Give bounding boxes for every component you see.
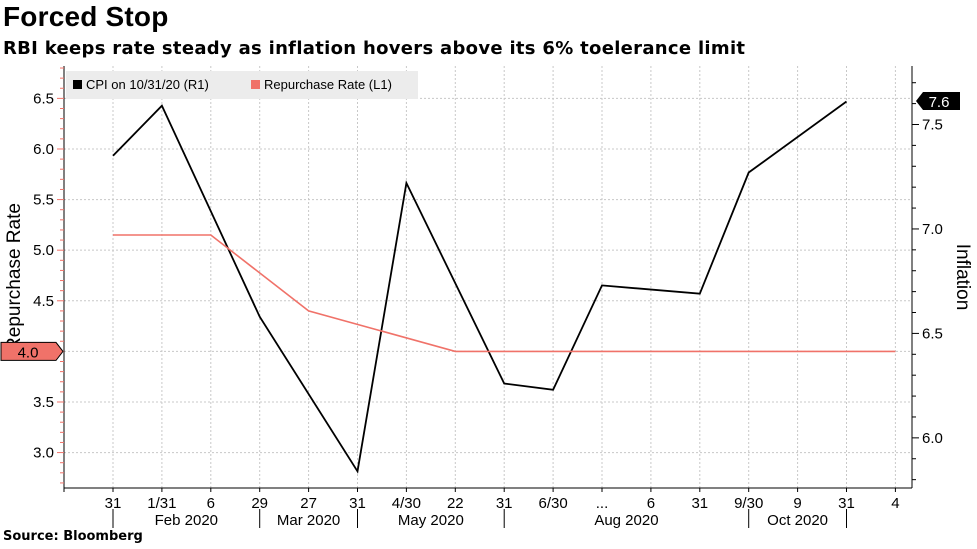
y2-tick-label: 7.0 [922, 221, 943, 238]
legend-background [66, 71, 418, 99]
legend-label-repo: Repurchase Rate (L1) [264, 77, 392, 92]
y-tick-label: 5.5 [33, 192, 54, 209]
cpi-last-value-badge [916, 92, 960, 110]
y-tick-label: 3.5 [33, 394, 54, 411]
y-tick-label: 3.0 [33, 445, 54, 462]
x-tick-label: 22 [447, 495, 464, 512]
x-tick-label: 31 [691, 495, 708, 512]
x-group-label: Aug 2020 [594, 512, 658, 529]
axes [57, 66, 919, 528]
y2-tick-label: 6.0 [922, 430, 943, 447]
x-tick-label: 9 [793, 495, 801, 512]
legend-label-cpi: CPI on 10/31/20 (R1) [86, 77, 209, 92]
tick-labels: 3.0 3.5 4.0 4.5 5.0 5.5 6.0 6.5 6.0 6.5 7.0 7.5 31 1/… [0, 90, 973, 529]
series-lines [112, 100, 896, 474]
x-tick-label: 6 [207, 495, 215, 512]
x-group-label: Feb 2020 [155, 512, 218, 529]
x-tick-label: 1/31 [147, 495, 176, 512]
x-tick-label: 31 [105, 495, 122, 512]
x-tick-label: ... [596, 495, 609, 512]
x-group-label: Mar 2020 [277, 512, 340, 529]
y2-axis-title: Inflation [952, 244, 973, 311]
repo-last-value-badge [0, 341, 64, 361]
x-tick-label: 27 [300, 495, 317, 512]
repo-last-value-label: 4.0 [18, 344, 39, 361]
y2-tick-label: 7.5 [922, 116, 943, 133]
y-tick-label: 4.5 [33, 293, 54, 310]
y-tick-label: 6.0 [33, 141, 54, 158]
grid-lines [64, 66, 912, 488]
cpi-series-line [112, 100, 848, 474]
legend: CPI on 10/31/20 (R1) Repurchase Rate (L1) [66, 71, 418, 99]
legend-swatch-repo [251, 80, 260, 89]
x-tick-label: 29 [251, 495, 268, 512]
x-tick-label: 4/30 [392, 495, 421, 512]
x-tick-label: 9/30 [734, 495, 763, 512]
y-axis-title: Repurchase Rate [4, 203, 25, 351]
y2-tick-label: 6.5 [922, 325, 943, 342]
x-tick-label: 31 [349, 495, 366, 512]
chart-title: Forced Stop [3, 1, 169, 32]
cpi-last-value-label: 7.6 [929, 94, 950, 111]
repo-series-line [113, 234, 896, 353]
x-group-label: May 2020 [398, 512, 464, 529]
source-note: Source: Bloomberg [3, 529, 143, 544]
chart-subtitle: RBI keeps rate steady as inflation hover… [3, 38, 746, 59]
x-tick-label: 6 [647, 495, 655, 512]
legend-swatch-cpi [73, 80, 82, 89]
x-tick-label: 4 [891, 495, 899, 512]
x-tick-label: 31 [838, 495, 855, 512]
x-group-label: Oct 2020 [767, 512, 828, 529]
y-tick-label: 5.0 [33, 242, 54, 259]
y-tick-label: 6.5 [33, 90, 54, 107]
x-tick-label: 6/30 [538, 495, 567, 512]
x-tick-label: 31 [496, 495, 513, 512]
